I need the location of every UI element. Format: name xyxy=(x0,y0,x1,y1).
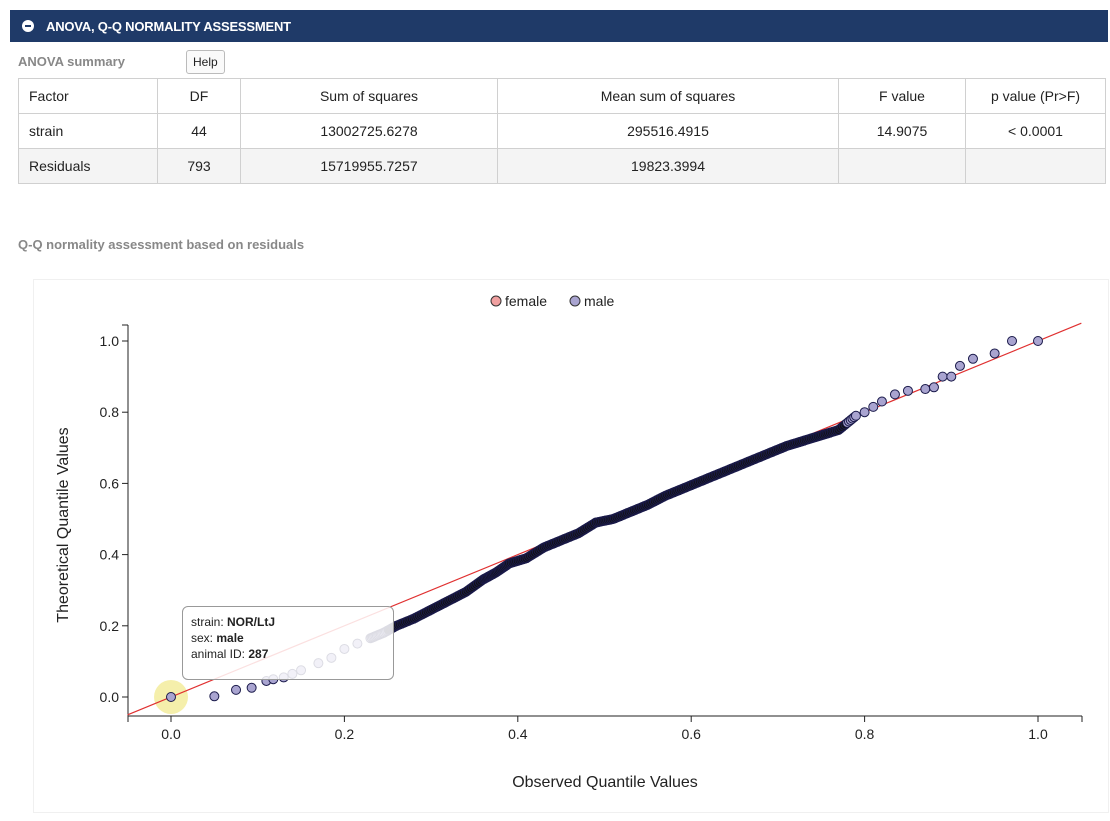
table-header-row: Factor DF Sum of squares Mean sum of squ… xyxy=(18,78,1106,114)
point-tooltip: strain: NOR/LtJ sex: male animal ID: 287 xyxy=(182,606,394,680)
chart-axes: 0.0 0.2 0.4 0.6 0.8 1.0 0.0 0.2 0.4 0.6 0.8 1.0 xyxy=(100,324,1083,742)
cell-factor: strain xyxy=(18,113,158,149)
x-tick-label: 0.6 xyxy=(681,726,701,742)
tooltip-id-value: 287 xyxy=(248,647,269,661)
tooltip-strain-value: NOR/LtJ xyxy=(227,615,276,629)
data-point xyxy=(920,384,931,395)
cell-p: < 0.0001 xyxy=(965,113,1106,149)
column-header-ss: Sum of squares xyxy=(240,78,498,114)
data-point xyxy=(868,401,879,412)
column-header-f: F value xyxy=(838,78,966,114)
x-axis-label: Observed Quantile Values xyxy=(512,774,698,791)
y-axis-label: Theoretical Quantile Values xyxy=(55,427,72,622)
cell-df: 793 xyxy=(157,148,241,184)
anova-summary-title: ANOVA summary xyxy=(18,54,125,69)
x-tick-label: 0.0 xyxy=(161,726,181,742)
data-point xyxy=(928,382,939,393)
y-tick-label: 0.2 xyxy=(100,618,120,634)
column-header-p: p value (Pr>F) xyxy=(965,78,1106,114)
help-button[interactable]: Help xyxy=(186,50,225,74)
table-row: Residuals 793 15719955.7257 19823.3994 xyxy=(18,148,1106,184)
data-point xyxy=(1006,336,1017,346)
data-point xyxy=(946,371,957,382)
chart-legend: female male xyxy=(490,293,615,309)
data-point xyxy=(859,407,870,418)
y-tick-label: 0.0 xyxy=(100,689,120,705)
tooltip-sex-value: male xyxy=(216,631,244,645)
y-tick-label: 1.0 xyxy=(100,333,120,349)
legend-label-male: male xyxy=(584,293,615,309)
cell-ss: 13002725.6278 xyxy=(240,113,498,149)
x-tick-label: 1.0 xyxy=(1028,726,1048,742)
data-point xyxy=(967,353,978,364)
data-point xyxy=(850,410,861,421)
panel-header[interactable]: ANOVA, Q-Q NORMALITY ASSESSMENT xyxy=(10,10,1108,42)
data-point xyxy=(902,385,913,396)
data-point xyxy=(954,360,965,371)
table-row: strain 44 13002725.6278 295516.4915 14.9… xyxy=(18,113,1106,149)
data-point xyxy=(889,389,900,400)
data-point xyxy=(937,371,948,382)
cell-mss: 295516.4915 xyxy=(497,113,839,149)
cell-p xyxy=(965,148,1106,184)
data-point xyxy=(989,348,1000,359)
column-header-mss: Mean sum of squares xyxy=(497,78,839,114)
cell-factor: Residuals xyxy=(18,148,158,184)
collapse-icon[interactable] xyxy=(22,20,34,32)
data-point xyxy=(876,396,887,407)
legend-label-female: female xyxy=(505,293,547,309)
tooltip-strain-label: strain: xyxy=(191,615,228,629)
x-tick-label: 0.4 xyxy=(508,726,528,742)
legend-marker-male xyxy=(569,295,581,307)
y-tick-label: 0.6 xyxy=(100,475,120,491)
y-tick-label: 0.4 xyxy=(100,547,120,563)
cell-df: 44 xyxy=(157,113,241,149)
legend-marker-female xyxy=(490,295,502,307)
x-tick-label: 0.8 xyxy=(855,726,875,742)
anova-table: Factor DF Sum of squares Mean sum of squ… xyxy=(18,78,1106,184)
cell-f: 14.9075 xyxy=(838,113,966,149)
data-point xyxy=(231,684,242,695)
cell-f xyxy=(838,148,966,184)
panel-title: ANOVA, Q-Q NORMALITY ASSESSMENT xyxy=(46,18,291,34)
tooltip-sex-label: sex: xyxy=(191,631,217,645)
data-point xyxy=(166,692,176,702)
cell-mss: 19823.3994 xyxy=(497,148,839,184)
data-point xyxy=(1033,336,1043,346)
cell-ss: 15719955.7257 xyxy=(240,148,498,184)
data-point xyxy=(246,682,257,693)
column-header-df: DF xyxy=(157,78,241,114)
column-header-factor: Factor xyxy=(18,78,158,114)
y-tick-label: 0.8 xyxy=(100,404,120,420)
x-tick-label: 0.2 xyxy=(335,726,355,742)
tooltip-id-label: animal ID: xyxy=(191,647,249,661)
qq-section-title: Q-Q normality assessment based on residu… xyxy=(18,237,305,252)
qq-chart-container xyxy=(34,280,1108,812)
data-point xyxy=(209,691,220,702)
